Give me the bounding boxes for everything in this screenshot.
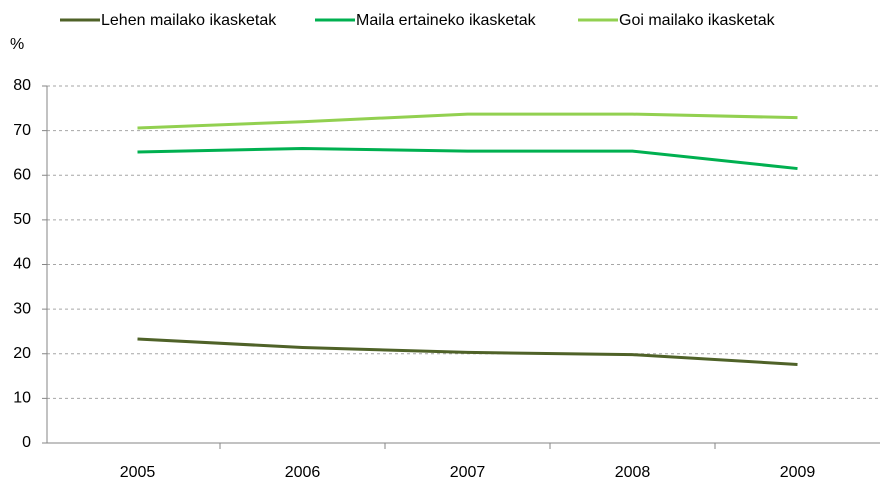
series-line [137,146,798,171]
series-line [137,112,798,130]
y-tick-label: 50 [13,211,31,228]
x-tick-label: 2008 [615,464,651,481]
y-tick-label: 10 [13,390,31,407]
y-tick-label: 20 [13,345,31,362]
y-tick-label: 40 [13,256,31,273]
y-tick-label: 30 [13,300,31,317]
legend-label: Lehen mailako ikasketak [101,12,277,29]
series-line [137,337,798,366]
y-tick-label: 60 [13,166,31,183]
x-tick-label: 2006 [285,464,321,481]
x-tick-label: 2005 [120,464,156,481]
y-tick-label: 0 [22,434,31,451]
legend-label: Goi mailako ikasketak [619,12,776,29]
x-tick-label: 2009 [780,464,816,481]
y-tick-label: 70 [13,122,31,139]
y-axis-label: % [10,36,24,53]
x-tick-label: 2007 [450,464,486,481]
y-tick-label: 80 [13,77,31,94]
legend-label: Maila ertaineko ikasketak [356,12,537,29]
